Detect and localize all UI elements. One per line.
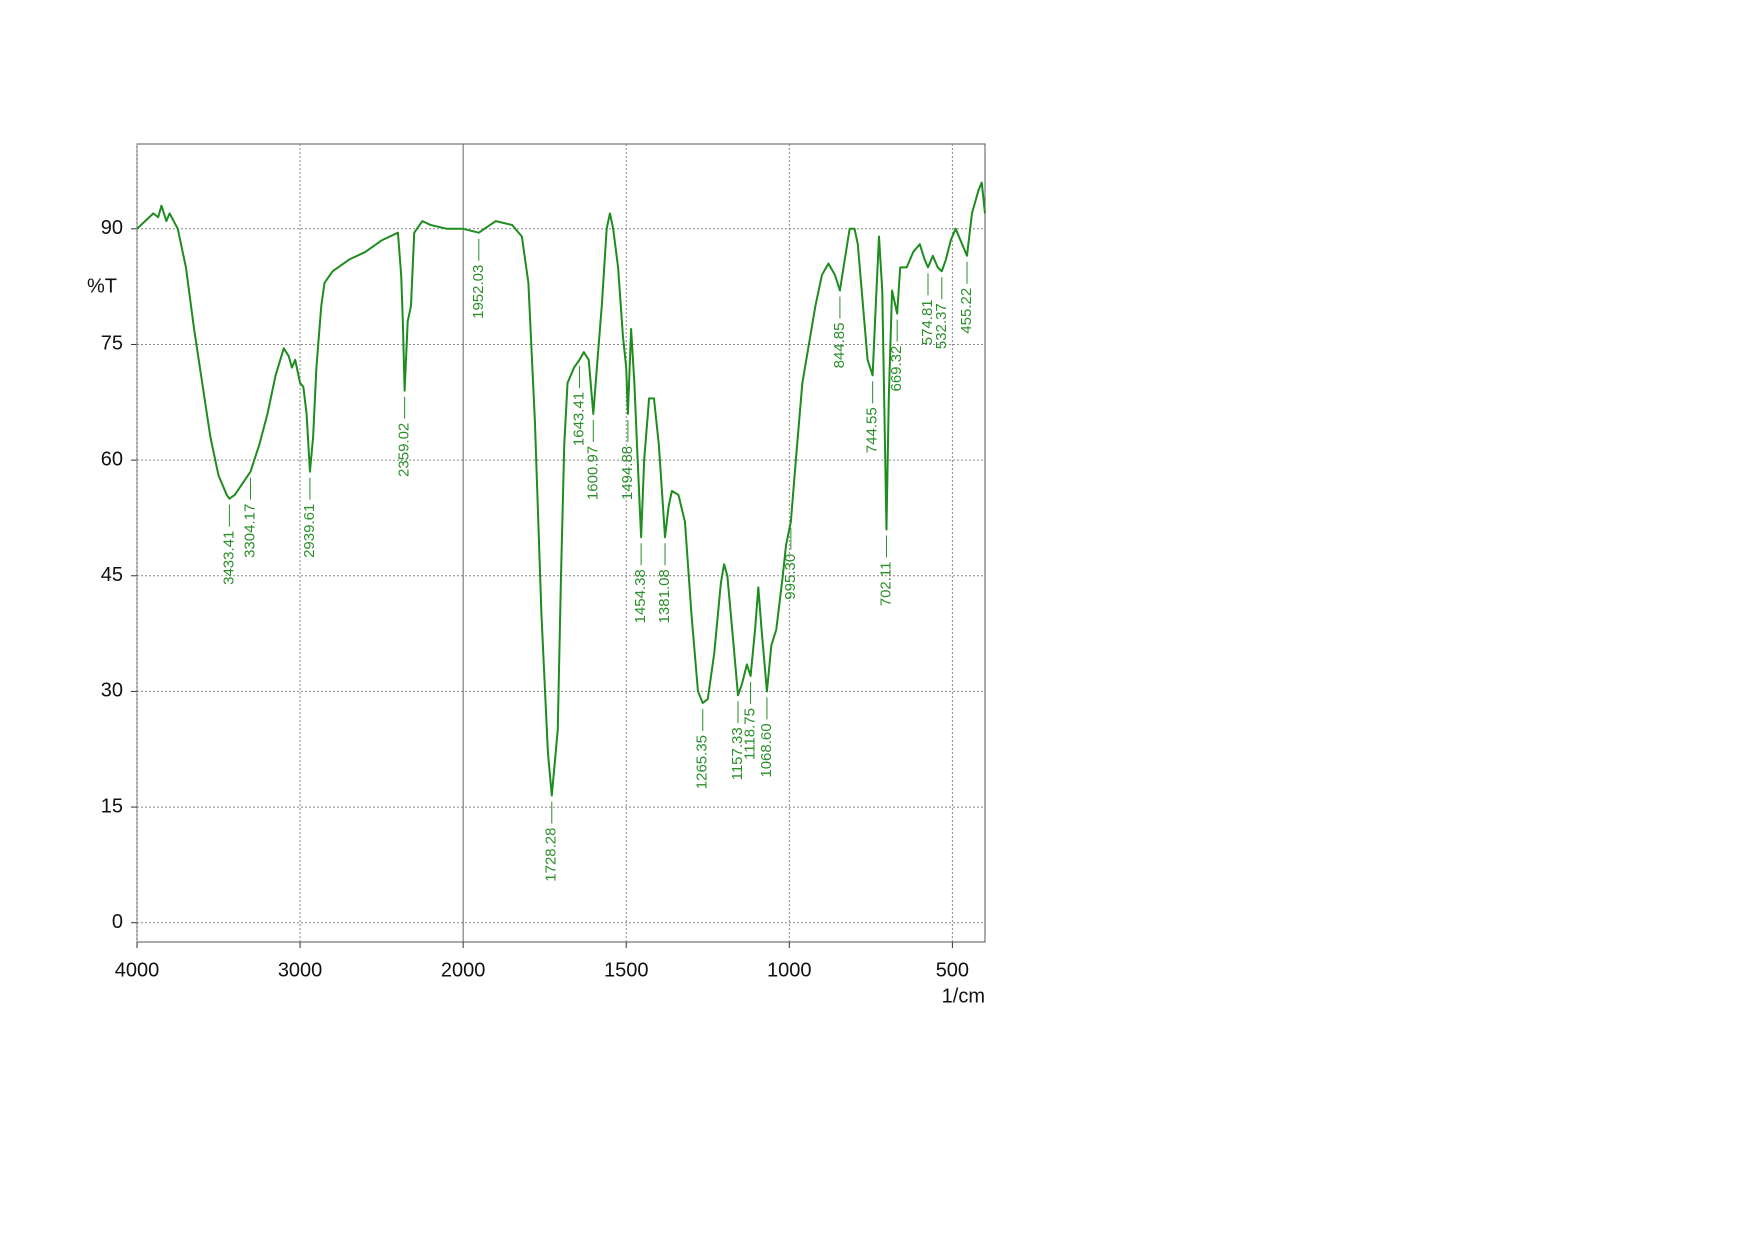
peak-label: 574.81 — [919, 299, 936, 345]
y-tick-label: 60 — [101, 448, 123, 470]
y-tick-label: 90 — [101, 217, 123, 239]
peak-label: 2939.61 — [301, 504, 318, 558]
spectrum-line — [136, 181, 986, 797]
x-tick-label: 1000 — [767, 959, 812, 981]
peak-label: 744.55 — [864, 407, 881, 453]
peak-label: 455.22 — [958, 288, 975, 334]
x-tick-label: 500 — [936, 959, 969, 981]
peak-label: 1265.35 — [694, 735, 711, 789]
peak-label: 1952.03 — [470, 265, 487, 319]
y-tick-label: 15 — [101, 795, 123, 817]
y-tick-label: 45 — [101, 564, 123, 586]
x-tick-label: 3000 — [278, 959, 323, 981]
peak-label: 1728.28 — [543, 828, 560, 882]
y-tick-label: 75 — [101, 333, 123, 355]
peak-label: 1068.60 — [758, 723, 775, 777]
y-axis-label: %T — [87, 275, 117, 297]
y-tick-label: 30 — [101, 680, 123, 702]
peak-label: 1454.38 — [632, 569, 649, 623]
peak-label: 1118.75 — [742, 708, 759, 760]
x-axis-label: 1/cm — [942, 985, 985, 1007]
x-tick-label: 1500 — [604, 959, 649, 981]
peak-label: 3304.17 — [241, 504, 258, 558]
peak-label: 1157.33 — [729, 727, 746, 780]
peak-label: 3433.41 — [220, 531, 237, 585]
peak-label: 1381.08 — [656, 569, 673, 623]
peak-label: 1600.97 — [584, 446, 601, 500]
peak-label: 995.30 — [782, 554, 799, 600]
peak-label: 532.37 — [933, 303, 950, 349]
peak-label: 2359.02 — [396, 423, 413, 477]
peak-label: 844.85 — [831, 322, 848, 368]
peak-label: 702.11 — [877, 562, 894, 607]
y-tick-label: 0 — [112, 911, 123, 933]
peak-label: 1494.88 — [619, 446, 636, 500]
x-tick-label: 2000 — [441, 959, 486, 981]
x-tick-label: 4000 — [115, 959, 160, 981]
peak-label: 1643.41 — [570, 392, 587, 446]
plot-frame — [136, 143, 986, 943]
peak-label: 669.32 — [888, 346, 905, 392]
